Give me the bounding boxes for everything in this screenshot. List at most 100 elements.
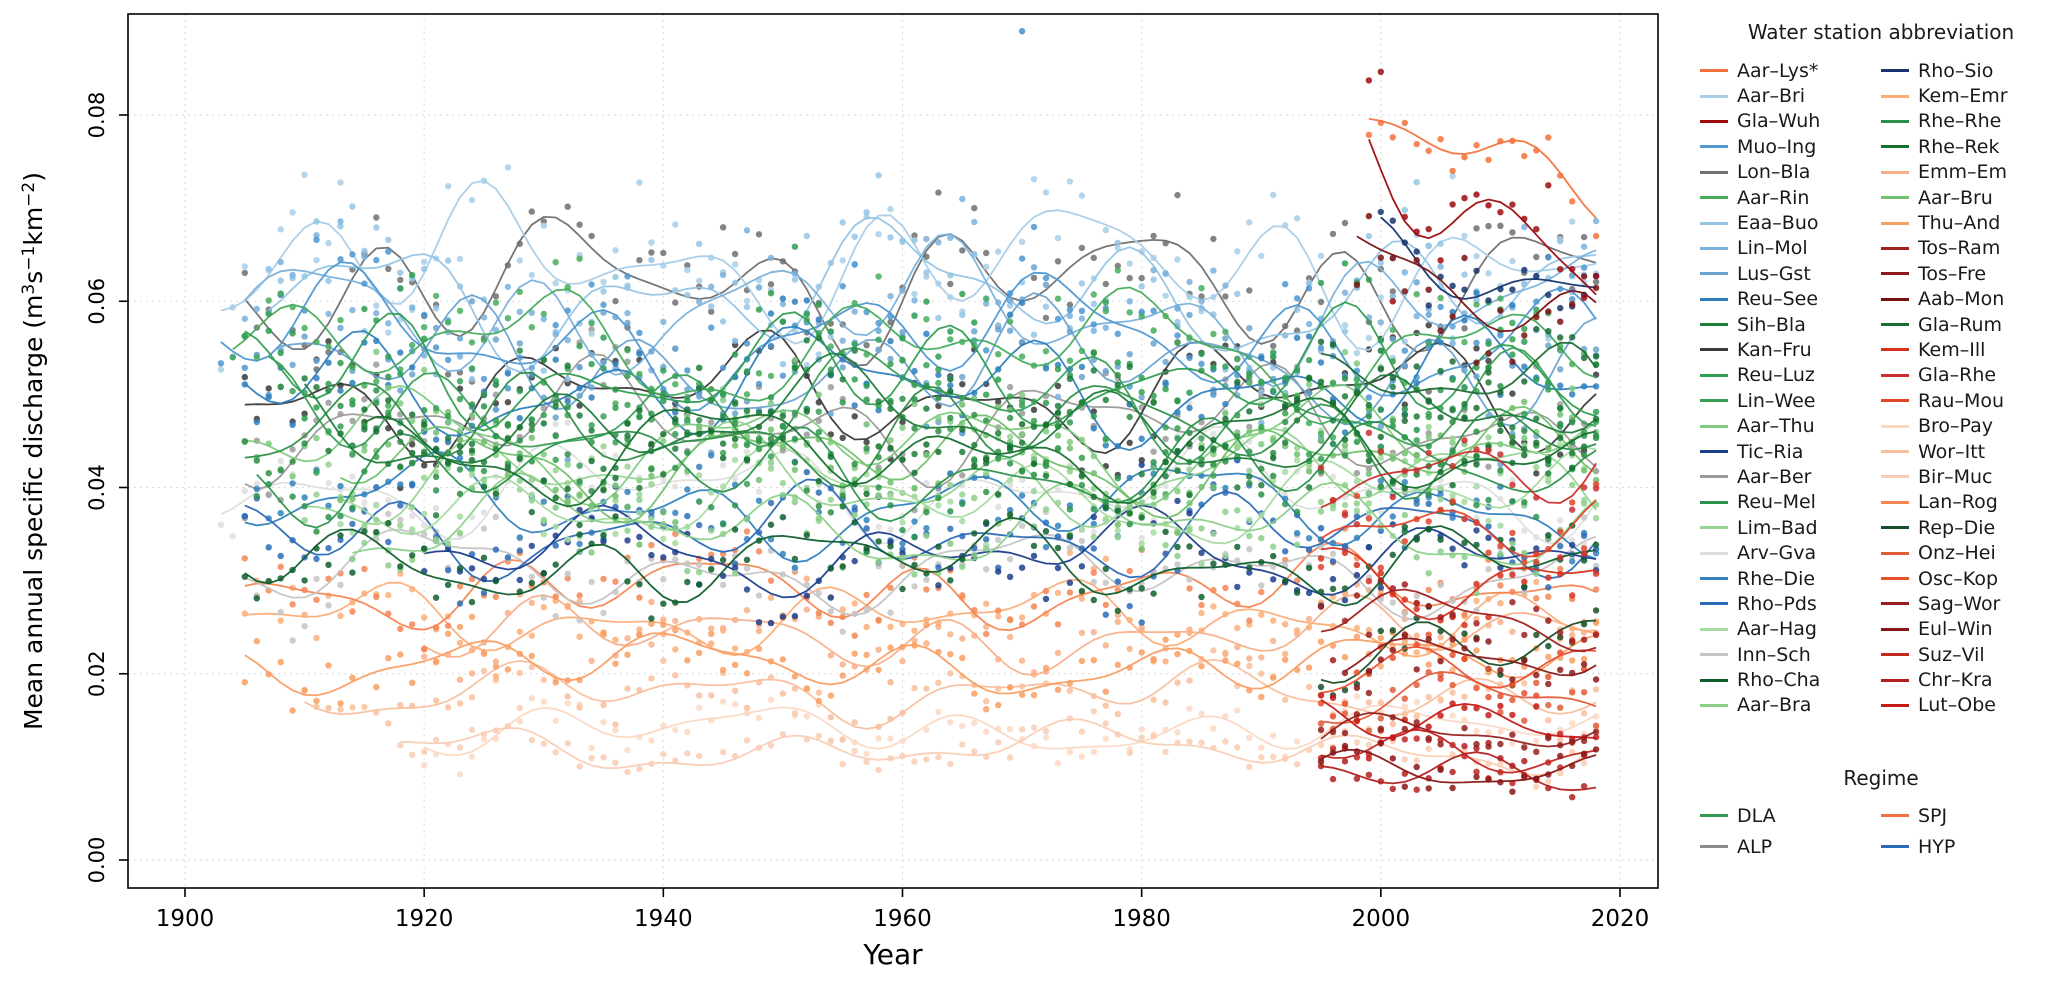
- legend-item: Tos–Fre: [1881, 261, 2062, 286]
- regime-column-1: DLA ALP: [1700, 800, 1881, 862]
- legend-item: Reu–Luz: [1700, 363, 1881, 388]
- legend-item-label: Eul–Win: [1918, 618, 1993, 641]
- legend-line-swatch: [1881, 69, 1909, 73]
- legend-line-swatch: [1881, 196, 1909, 200]
- legend-item-label: Aar–Hag: [1737, 618, 1817, 641]
- legend-line-swatch: [1700, 399, 1728, 403]
- legend-item: Aar–Bri: [1700, 83, 1881, 108]
- legend-item-label: Arv–Gva: [1737, 542, 1817, 565]
- legend-line-swatch: [1881, 399, 1909, 403]
- legend-item: Lin–Wee: [1700, 388, 1881, 413]
- legend-item-label: Rau–Mou: [1918, 389, 2005, 412]
- legend-line-swatch: [1700, 577, 1728, 580]
- legend-item-label: Aar–Rin: [1737, 186, 1810, 209]
- legend-item: Wor–Itt: [1881, 439, 2062, 464]
- legend-line-swatch: [1881, 373, 1909, 377]
- regime-label: HYP: [1918, 835, 1956, 858]
- series-Aar–Rin: [229, 255, 1600, 441]
- legend-line-swatch: [1881, 424, 1909, 428]
- legend-item-label: Emm–Em: [1918, 161, 2008, 184]
- series-Rho–Cha: [241, 499, 1600, 622]
- legend-line-swatch: [1700, 653, 1728, 657]
- legend-line-swatch: [1881, 526, 1909, 530]
- legend-item-label: Aab–Mon: [1918, 288, 2005, 311]
- legend-item-label: Rho–Cha: [1737, 669, 1821, 692]
- legend-line-swatch: [1881, 678, 1909, 682]
- legend-item: Aar–Hag: [1700, 617, 1881, 642]
- legend-line-swatch: [1881, 323, 1909, 327]
- legend-line-swatch: [1700, 526, 1728, 530]
- legend-line-swatch: [1881, 551, 1909, 555]
- series-Tos–Ram: [1317, 577, 1600, 664]
- legend-line-swatch: [1881, 119, 1909, 123]
- legend-line-swatch: [1700, 297, 1728, 301]
- legend-item: Rho–Cha: [1700, 667, 1881, 692]
- legend-line-swatch: [1881, 221, 1909, 225]
- legend-line-swatch: [1700, 196, 1728, 200]
- series-Bir–Muc: [397, 704, 1600, 790]
- legend-line-swatch: [1700, 500, 1728, 504]
- legend-panel: Water station abbreviation Aar–Lys* Aar–B…: [1700, 10, 2062, 862]
- legend-item: Arv–Gva: [1700, 540, 1881, 565]
- legend-item: Aab–Mon: [1881, 287, 2062, 312]
- legend-item: Lin–Mol: [1700, 236, 1881, 261]
- y-tick-label: 0.00: [85, 837, 109, 884]
- legend-item-label: Gla–Wuh: [1737, 110, 1821, 133]
- legend-line-swatch: [1881, 272, 1909, 276]
- legend-item-label: Reu–Mel: [1737, 491, 1816, 514]
- regime-label: DLA: [1737, 804, 1776, 827]
- legend-item: Osc–Kop: [1881, 566, 2062, 591]
- legend-item: Muo–Ing: [1700, 134, 1881, 159]
- series-Kem–Ill: [1317, 546, 1600, 629]
- x-tick-label: 1900: [156, 906, 215, 932]
- legend-line-swatch: [1700, 221, 1728, 225]
- series-Eul–Win: [1317, 740, 1600, 795]
- legend-station-columns: Aar–Lys* Aar–Bri Gla–Wuh Muo–Ing Lon–Bla Aar–…: [1700, 58, 2062, 718]
- legend-item: Aar–Rin: [1700, 185, 1881, 210]
- legend-item: Rho–Sio: [1881, 58, 2062, 83]
- legend-item-label: Aar–Bra: [1737, 694, 1812, 717]
- legend-line-swatch: [1881, 703, 1909, 707]
- series-Gla–Wuh: [1365, 68, 1600, 305]
- legend-item: Kan–Fru: [1700, 337, 1881, 362]
- legend-item: Thu–And: [1881, 210, 2062, 235]
- legend-item: Onz–Hei: [1881, 540, 2062, 565]
- y-tick-label: 0.02: [85, 650, 109, 697]
- legend-item: Lon–Bla: [1700, 160, 1881, 185]
- legend-item: Suz–Vil: [1881, 642, 2062, 667]
- legend-line-swatch: [1700, 450, 1728, 454]
- legend-item-label: Bro–Pay: [1918, 415, 1994, 438]
- plot-border: [127, 13, 1659, 889]
- x-axis-title: Year: [862, 938, 923, 971]
- legend-item-label: Aar–Ber: [1737, 465, 1812, 488]
- legend-column-1: Aar–Lys* Aar–Bri Gla–Wuh Muo–Ing Lon–Bla Aar–…: [1700, 58, 1881, 718]
- legend-item-label: Aar–Thu: [1737, 415, 1815, 438]
- regime-label: ALP: [1737, 835, 1773, 858]
- legend-line-swatch: [1700, 246, 1728, 250]
- series-Tos–Fre: [1341, 631, 1600, 691]
- regime-legend-item: SPJ: [1881, 800, 2062, 831]
- legend-item: Gla–Rhe: [1881, 363, 2062, 388]
- x-tick-label: 1960: [873, 906, 932, 932]
- legend-item-label: Tos–Fre: [1918, 262, 1987, 285]
- legend-item-label: Chr–Kra: [1918, 669, 1993, 692]
- legend-item: Gla–Rum: [1881, 312, 2062, 337]
- series-Bro–Pay: [421, 693, 1600, 778]
- regime-label: SPJ: [1918, 804, 1948, 827]
- legend-item: Aar–Ber: [1700, 464, 1881, 489]
- series-Lin–Wee: [265, 299, 1600, 499]
- legend-item-label: Lin–Wee: [1737, 389, 1816, 412]
- legend-item-label: Eaa–Buo: [1737, 212, 1819, 235]
- legend-item-label: Tos–Ram: [1918, 237, 2001, 260]
- outlier-point: [1018, 27, 1026, 35]
- x-tick-label: 2000: [1352, 906, 1411, 932]
- legend-item-label: Rhe–Rhe: [1918, 110, 2002, 133]
- legend-item: Gla–Wuh: [1700, 109, 1881, 134]
- legend-item-label: Sih–Bla: [1737, 313, 1806, 336]
- legend-item-label: Sag–Wor: [1918, 592, 2001, 615]
- legend-item: Rep–Die: [1881, 515, 2062, 540]
- legend-item: Kem–Ill: [1881, 337, 2062, 362]
- y-axis-title: Mean annual specific discharge (m3s−1km−…: [19, 172, 48, 730]
- legend-column-2: Rho–Sio Kem–Emr Rhe–Rhe Rhe–Rek Emm–Em Aar–Br…: [1881, 58, 2062, 718]
